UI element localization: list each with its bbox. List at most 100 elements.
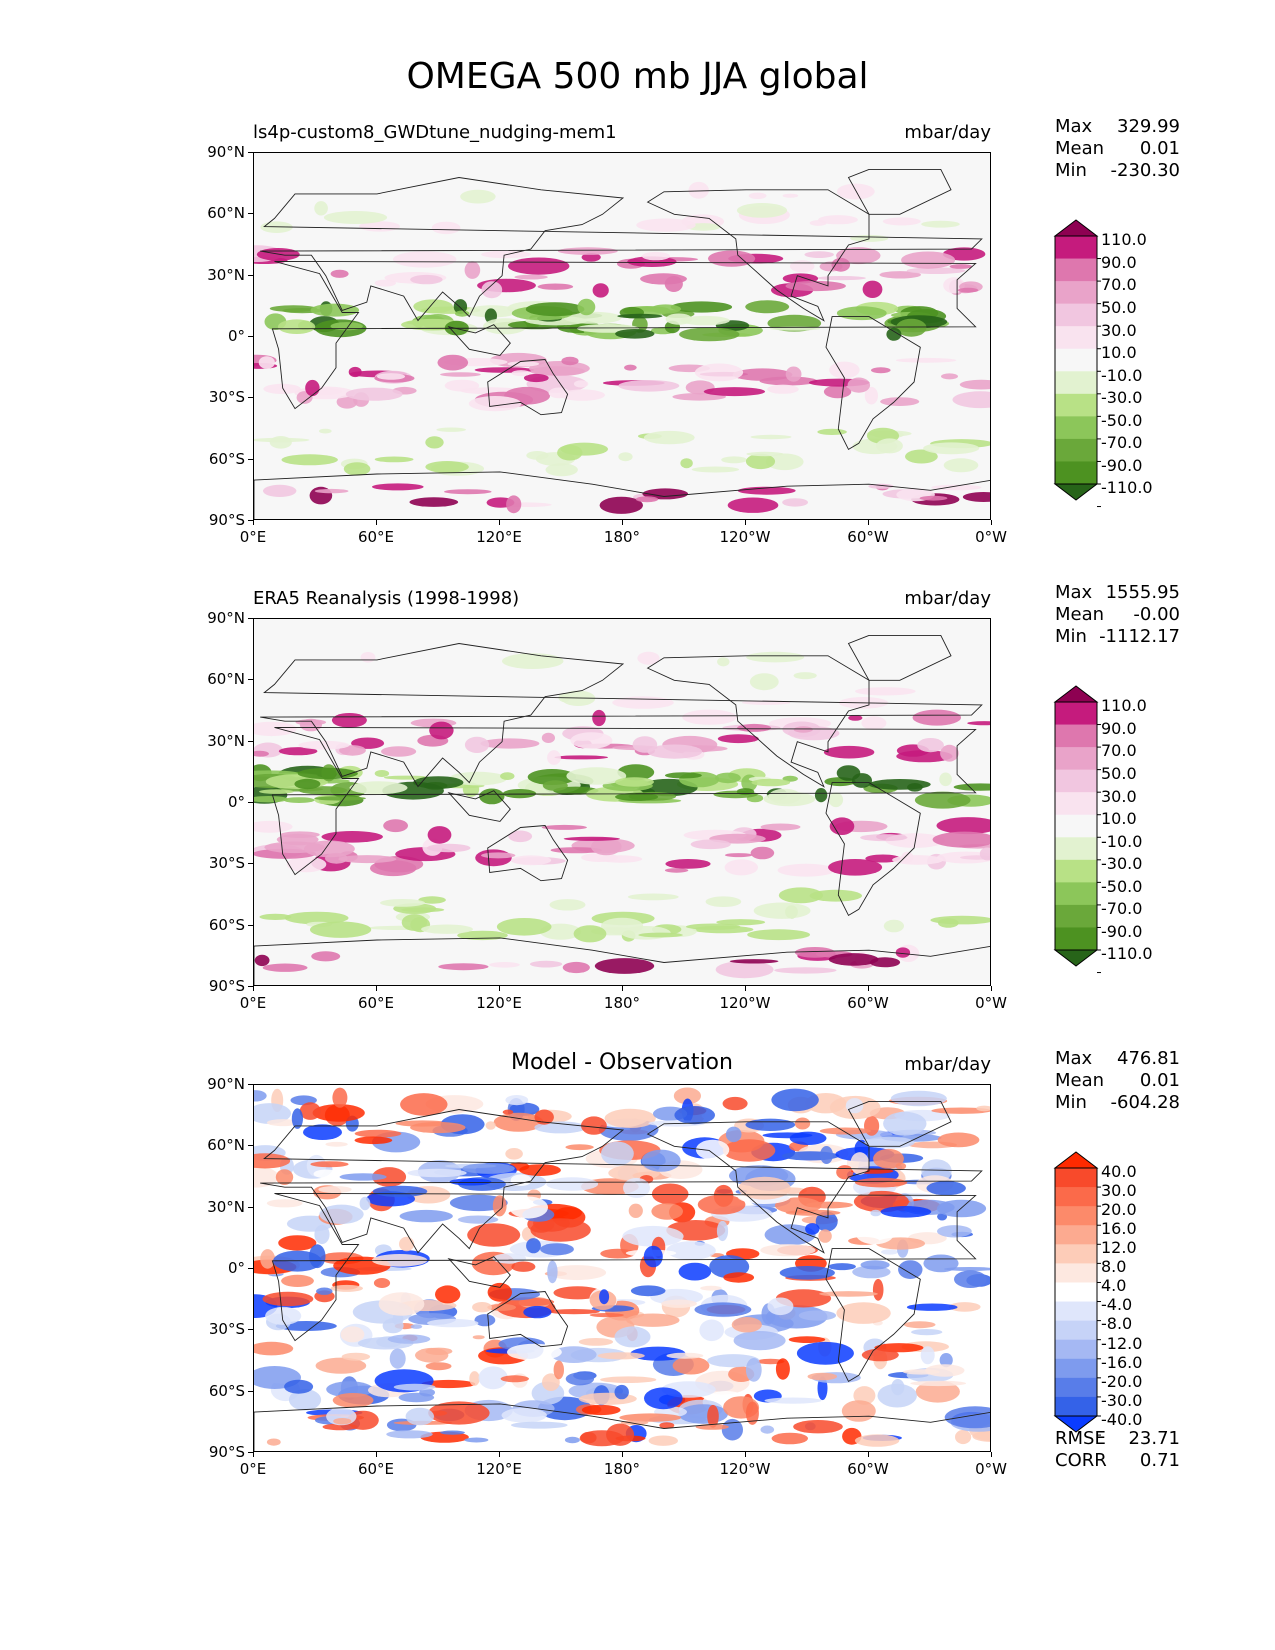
y-tick [248, 1390, 253, 1392]
y-tick-label: 90°S [208, 977, 245, 995]
coastline-3 [847, 634, 952, 681]
coastline-4 [825, 316, 921, 451]
x-tick-label: 180° [603, 1460, 641, 1478]
x-tick [253, 1452, 254, 1457]
coastline-1 [260, 1109, 983, 1254]
stat-label: Min [1055, 1092, 1087, 1113]
stat-label: Min [1055, 160, 1087, 181]
units-label: mbar/day [904, 1054, 991, 1075]
stat-value: -604.28 [1110, 1092, 1180, 1113]
stat-value: 329.99 [1117, 116, 1180, 137]
y-tick [248, 618, 253, 619]
coastline-0 [271, 726, 977, 876]
colorbar-label: -30.0 [1101, 388, 1143, 408]
colorbar-label: -40.0 [1101, 1409, 1143, 1429]
colorbar-label: 110.0 [1101, 230, 1147, 250]
x-tick-label: 120°E [476, 528, 522, 546]
coastline-6 [447, 790, 511, 822]
colorbar-label: -50.0 [1101, 410, 1143, 430]
y-tick-label: 90°S [208, 1443, 245, 1461]
x-tick [991, 986, 992, 991]
x-tick [376, 986, 377, 991]
stat-mean: Mean 0.01 [1055, 138, 1180, 160]
stat-min: Min -604.28 [1055, 1092, 1180, 1114]
panel-title: ERA5 Reanalysis (1998-1998) [253, 588, 520, 609]
colorbar-label: 12.0 [1101, 1238, 1137, 1258]
colorbar-label: 50.0 [1101, 298, 1137, 318]
y-tick-label: 90°N [207, 1075, 245, 1093]
x-tick-label: 0°W [975, 1460, 1007, 1478]
coastline-4 [825, 782, 921, 917]
y-tick [248, 1145, 253, 1147]
y-tick [248, 986, 253, 987]
coastline-6 [447, 1256, 511, 1288]
coastline-0 [271, 1192, 977, 1342]
colorbar-label: 8.0 [1101, 1257, 1127, 1277]
colorbar-label: -20.0 [1101, 1371, 1143, 1391]
y-tick-label: 60°S [208, 1381, 245, 1400]
coastline-5 [487, 359, 569, 416]
x-tick-label: 0°E [239, 528, 267, 546]
stat-value: -0.00 [1133, 604, 1180, 625]
stat-label: CORR [1055, 1450, 1107, 1471]
panel-title: ls4p-custom8_GWDtune_nudging-mem1 [253, 122, 617, 143]
y-tick [248, 520, 253, 521]
x-tick-label: 120°W [719, 1460, 771, 1478]
stat-value: 0.01 [1139, 138, 1180, 159]
x-tick [991, 520, 992, 525]
x-tick [376, 1452, 377, 1457]
colorbar-label: -70.0 [1101, 433, 1143, 453]
panel-title: Model - Observation [511, 1050, 733, 1075]
colorbar-label: -10.0 [1101, 365, 1143, 385]
stat-label: Max [1055, 1048, 1093, 1069]
colorbar-label: 30.0 [1101, 786, 1137, 806]
colorbar-1 [1053, 685, 1101, 974]
coastline-3 [847, 1100, 952, 1147]
stat-value: 476.81 [1117, 1048, 1180, 1069]
colorbar-label: -50.0 [1101, 876, 1143, 896]
colorbar-label: -90.0 [1101, 455, 1143, 475]
colorbar-label: 16.0 [1101, 1219, 1137, 1239]
coastline-1 [260, 643, 983, 788]
colorbar-label: 70.0 [1101, 741, 1137, 761]
x-tick [622, 1452, 623, 1457]
colorbar-label: -12.0 [1101, 1333, 1143, 1353]
x-tick-label: 0°E [239, 994, 267, 1012]
map-panel-1 [253, 618, 991, 986]
x-tick-label: 60°W [847, 994, 889, 1012]
stat-label: Mean [1055, 138, 1105, 159]
stat-corr: CORR 0.71 [1055, 1450, 1180, 1472]
stat-label: RMSE [1055, 1428, 1106, 1449]
colorbar-label: -4.0 [1101, 1295, 1133, 1315]
colorbar-label: -30.0 [1101, 854, 1143, 874]
stat-max: Max 329.99 [1055, 116, 1180, 138]
y-tick [248, 152, 253, 153]
y-tick-label: 0° [227, 1259, 245, 1277]
y-tick [248, 679, 253, 681]
stat-max: Max 1555.95 [1055, 582, 1180, 604]
x-tick-label: 0°W [975, 528, 1007, 546]
y-tick [248, 802, 253, 803]
colorbar-label: 10.0 [1101, 343, 1137, 363]
map-field [254, 619, 990, 985]
stat-min: Min -1112.17 [1055, 626, 1180, 648]
y-tick-label: 90°N [207, 143, 245, 161]
colorbar-label: -110.0 [1101, 478, 1153, 498]
colorbar-label: 20.0 [1101, 1200, 1137, 1219]
x-tick-label: 120°W [719, 994, 771, 1012]
colorbar-label: 30.0 [1101, 320, 1137, 340]
x-tick [499, 986, 500, 991]
stat-label: Mean [1055, 1070, 1105, 1091]
y-tick [248, 1452, 253, 1453]
x-tick-label: 0°W [975, 994, 1007, 1012]
x-tick-label: 0°E [239, 1460, 267, 1478]
colorbar-label: 50.0 [1101, 764, 1137, 784]
colorbar-label: 110.0 [1101, 696, 1147, 716]
stat-label: Min [1055, 626, 1087, 647]
colorbar-2 [1053, 1151, 1101, 1436]
y-tick-label: 60°S [208, 449, 245, 468]
coastline-5 [487, 1291, 569, 1348]
x-tick-label: 180° [603, 528, 641, 546]
colorbar-label: -8.0 [1101, 1314, 1133, 1334]
x-tick [991, 1452, 992, 1457]
